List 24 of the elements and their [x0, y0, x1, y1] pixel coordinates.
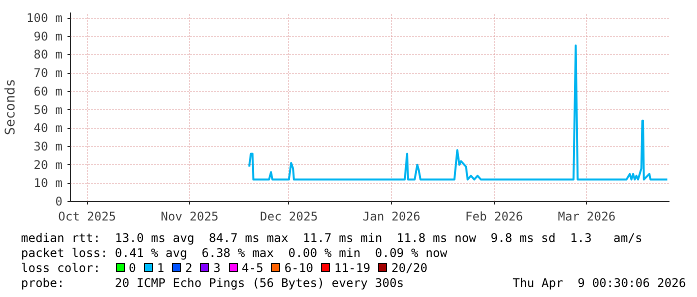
line-series [248, 44, 668, 180]
text: median rtt: 13.0 ms avg 84.7 ms max 11.7 ms min 11.8 ms now 9.8 ms sd 1.3 am/s [21, 231, 644, 246]
y-tick-label: 30 m [34, 139, 63, 154]
y-tick-label: 10 m [34, 176, 63, 190]
text: Thu Apr 9 00:30:06 2026 [512, 276, 686, 291]
text: probe: 20 ICMP Echo Pings (56 Bytes) every 300s [21, 276, 404, 291]
x-tick-label: Jan 2026 [362, 210, 420, 224]
x-tick-label: Nov 2025 [160, 210, 219, 224]
y-tick-label: 0 [55, 194, 63, 208]
x-tick-label: Feb 2026 [465, 210, 523, 224]
y-tick-label: 90 m [34, 29, 63, 44]
text: packet loss: 0.41 % avg 6.38 % max 0.00 % min 0.09 % now [21, 246, 448, 261]
y-tick-label: 80 m [34, 48, 63, 62]
y-tick-label: 100 m [26, 11, 62, 26]
y-tick-label: 50 m [34, 102, 63, 117]
x-tick-label: Dec 2025 [260, 210, 318, 224]
text: loss color: 0 1 2 3 4-5 6-10 11-19 20/20 [21, 261, 428, 275]
x-tick-label: Oct 2025 [58, 210, 116, 224]
y-tick-label: 20 m [34, 158, 63, 172]
x-tick-label: Mar 2026 [558, 210, 616, 224]
y-tick-label: 70 m [34, 66, 63, 80]
y-tick-label: 60 m [34, 84, 63, 98]
y-tick-label: 40 m [34, 121, 63, 136]
y-axis-title: Seconds [3, 78, 18, 136]
